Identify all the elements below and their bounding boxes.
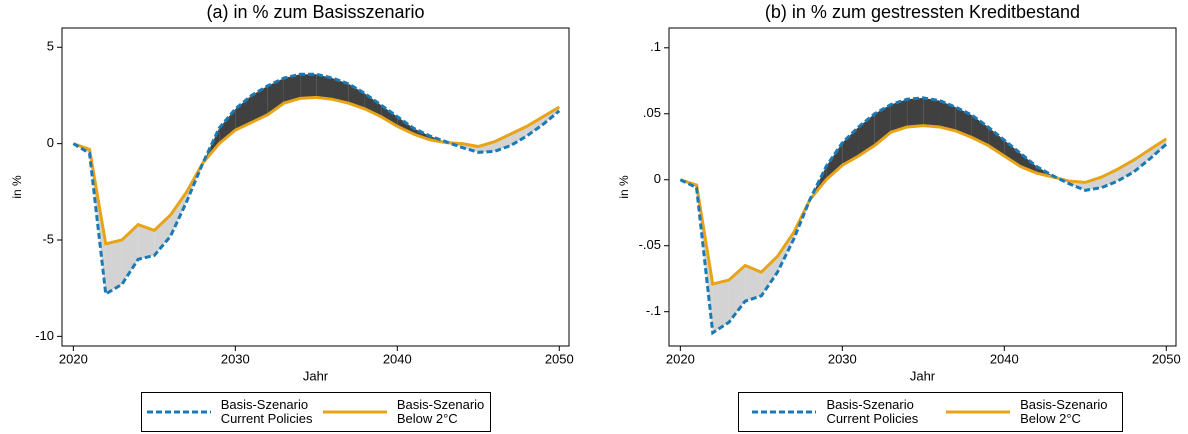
series-line — [679, 96, 1168, 336]
legend: Basis-Szenario Current Policies Basis-Sze… — [140, 392, 491, 432]
x-axis-label: Jahr — [303, 368, 329, 383]
series-line — [72, 95, 561, 246]
y-tick-label: .05 — [643, 105, 661, 120]
legend-entry: Basis-Szenario Current Policies — [146, 397, 313, 426]
plot-frame — [668, 27, 1177, 347]
band — [154, 214, 171, 256]
band — [348, 83, 365, 109]
band — [219, 108, 236, 144]
band — [300, 74, 317, 99]
band — [121, 224, 139, 285]
band — [1117, 159, 1134, 182]
legend-swatch — [946, 410, 1011, 414]
band — [235, 95, 252, 131]
y-tick-label: -.1 — [646, 303, 661, 318]
band — [202, 128, 220, 163]
band — [1101, 169, 1118, 188]
legend-entry: Basis-Szenario Below 2°C — [946, 397, 1108, 426]
series-line — [72, 72, 561, 297]
x-tick-label: 2050 — [1152, 351, 1181, 366]
band — [728, 265, 746, 323]
band — [712, 280, 729, 333]
plot-frame — [61, 27, 570, 347]
x-tick-label: 2030 — [828, 351, 857, 366]
legend-entry: Basis-Szenario Current Policies — [752, 398, 918, 426]
y-axis-label: in % — [617, 175, 631, 199]
y-tick-label: 5 — [47, 39, 54, 54]
legend-swatch — [146, 410, 211, 414]
x-tick-label: 2040 — [383, 351, 412, 366]
y-tick-label: -.05 — [639, 237, 661, 252]
band — [1004, 140, 1021, 167]
x-tick-label: 2040 — [990, 351, 1019, 366]
band — [526, 116, 544, 136]
legend-label: Basis-Szenario Below 2°C — [396, 397, 485, 426]
band — [923, 97, 940, 127]
band — [1150, 138, 1167, 159]
y-tick-label: 0 — [654, 171, 661, 186]
legend-label: Basis-Szenario Below 2°C — [1020, 397, 1108, 426]
band — [283, 74, 301, 104]
x-axis-label: Jahr — [910, 368, 936, 383]
chart-title: (b) in % zum gestressten Kreditbestand — [765, 2, 1080, 22]
band — [988, 126, 1005, 156]
band — [761, 256, 778, 296]
y-axis-label: in % — [10, 175, 24, 199]
band — [745, 265, 762, 302]
legend-swatch — [752, 410, 817, 414]
legend-label: Basis-Szenario Current Policies — [220, 397, 313, 426]
y-tick-label: 0 — [47, 135, 54, 150]
chart-title: (a) in % zum Basisszenario — [206, 2, 424, 22]
band — [826, 142, 843, 180]
y-tick-label: -5 — [42, 231, 54, 246]
legend-swatch — [322, 410, 387, 414]
legend-label: Basis-Szenario Current Policies — [826, 397, 919, 426]
legend-entry: Basis-Szenario Below 2°C — [322, 397, 485, 426]
band — [907, 97, 924, 127]
x-tick-label: 2050 — [545, 351, 574, 366]
legend: Basis-Szenario Current Policies Basis-Sze… — [737, 392, 1123, 432]
band — [316, 74, 333, 100]
band — [89, 149, 106, 294]
band — [381, 105, 398, 127]
band — [105, 240, 122, 294]
band — [842, 126, 859, 166]
x-tick-label: 2020 — [59, 351, 88, 366]
band — [251, 85, 268, 123]
band — [890, 99, 908, 133]
band — [939, 100, 956, 131]
band — [510, 126, 527, 146]
band — [1133, 149, 1151, 172]
band — [332, 78, 349, 104]
y-tick-label: -10 — [35, 328, 54, 343]
band — [397, 116, 414, 134]
series-line — [679, 124, 1168, 286]
band — [494, 134, 511, 152]
x-tick-label: 2030 — [221, 351, 250, 366]
x-tick-label: 2020 — [666, 351, 695, 366]
y-tick-label: .1 — [650, 39, 661, 54]
band — [138, 224, 155, 260]
